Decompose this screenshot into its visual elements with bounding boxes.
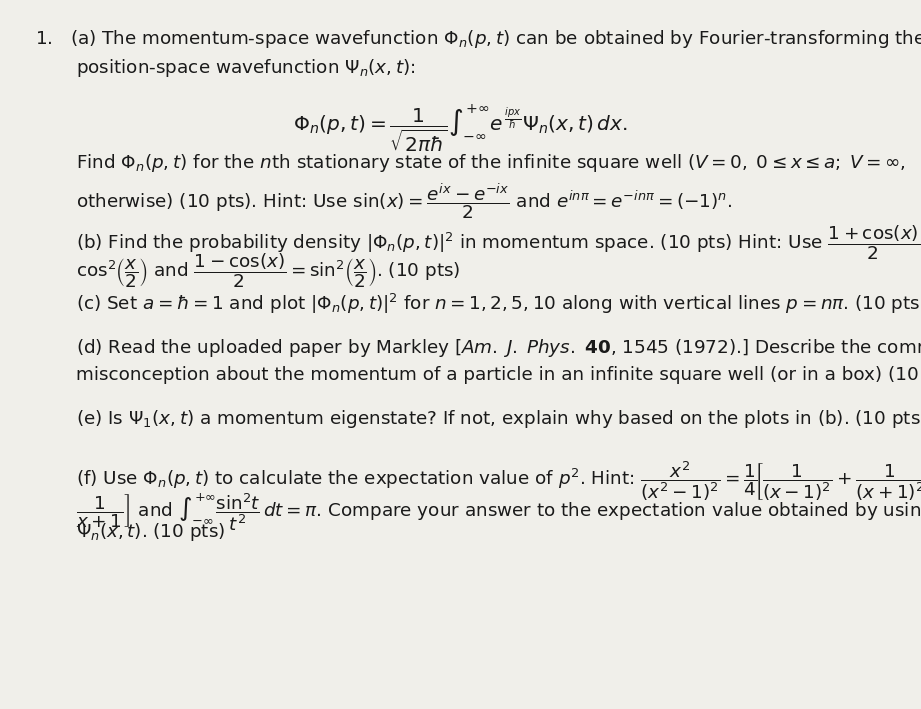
Text: (b) Find the probability density $|\Phi_n(p, t)|^2$ in momentum space. (10 pts) : (b) Find the probability density $|\Phi_… xyxy=(76,223,921,262)
Text: (e) Is $\Psi_1(x, t)$ a momentum eigenstate? If not, explain why based on the pl: (e) Is $\Psi_1(x, t)$ a momentum eigenst… xyxy=(76,408,921,430)
Text: (d) Read the uploaded paper by Markley [$Am.\; J.\; Phys.$ $\mathbf{40}$, 1545 (: (d) Read the uploaded paper by Markley [… xyxy=(76,337,921,359)
Text: $\left.\dfrac{1}{x+1}\right]$ and $\int_{-\infty}^{+\infty} \dfrac{\sin^2\!t}{t^: $\left.\dfrac{1}{x+1}\right]$ and $\int_… xyxy=(76,491,921,532)
Text: position-space wavefunction $\Psi_n(x, t)$:: position-space wavefunction $\Psi_n(x, t… xyxy=(76,57,415,79)
Text: misconception about the momentum of a particle in an infinite square well (or in: misconception about the momentum of a pa… xyxy=(76,366,921,384)
Text: $\cos^2\!\left(\dfrac{x}{2}\right)$ and $\dfrac{1-\cos(x)}{2} = \sin^2\!\left(\d: $\cos^2\!\left(\dfrac{x}{2}\right)$ and … xyxy=(76,252,460,291)
Text: Find $\Phi_n(p, t)$ for the $n$th stationary state of the infinite square well $: Find $\Phi_n(p, t)$ for the $n$th statio… xyxy=(76,152,905,174)
Text: $\Psi_n(x, t)$. (10 pts): $\Psi_n(x, t)$. (10 pts) xyxy=(76,521,225,543)
Text: $\Phi_n(p, t) = \dfrac{1}{\sqrt{2\pi\hbar}}\int_{-\infty}^{+\infty} e^{\,\frac{i: $\Phi_n(p, t) = \dfrac{1}{\sqrt{2\pi\hba… xyxy=(293,103,628,155)
Text: otherwise) (10 pts). Hint: Use $\sin(x) = \dfrac{e^{ix}-e^{-ix}}{2}$ and $e^{in\: otherwise) (10 pts). Hint: Use $\sin(x) … xyxy=(76,181,732,220)
Text: (c) Set $a = \hbar = 1$ and plot $|\Phi_n(p, t)|^2$ for $n{=}1,2,5,10$ along wit: (c) Set $a = \hbar = 1$ and plot $|\Phi_… xyxy=(76,292,921,316)
Text: (f) Use $\Phi_n(p, t)$ to calculate the expectation value of $p^2$. Hint: $\dfra: (f) Use $\Phi_n(p, t)$ to calculate the … xyxy=(76,459,921,503)
Text: 1.   (a) The momentum-space wavefunction $\Phi_n(p, t)$ can be obtained by Fouri: 1. (a) The momentum-space wavefunction $… xyxy=(35,28,921,50)
